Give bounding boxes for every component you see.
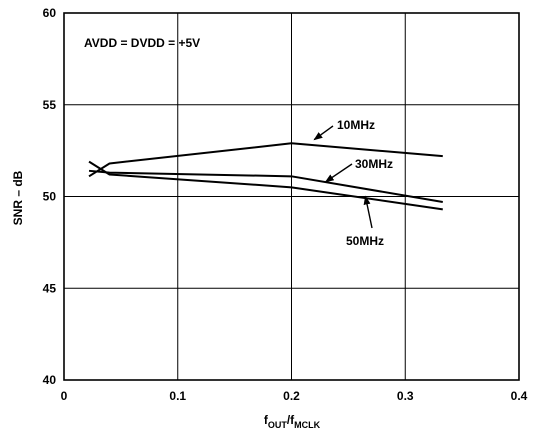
x-axis-label-slash: /f	[287, 413, 295, 427]
y-tick-label: 50	[43, 190, 57, 204]
x-tick-label: 0.1	[169, 389, 186, 403]
x-axis-label-sub2: MCLK	[294, 420, 320, 430]
plot-frame	[63, 12, 520, 381]
series-label-30mhz: 30MHz	[355, 157, 393, 171]
series-label-50mhz: 50MHz	[346, 234, 384, 248]
callout-arrow-50mhz	[363, 195, 373, 229]
series-line-10mhz	[88, 142, 443, 178]
x-axis-label-main: f	[264, 413, 269, 427]
grid	[64, 13, 519, 380]
callout-arrow-30mhz	[324, 163, 353, 183]
x-tick-label: 0.4	[511, 389, 528, 403]
x-tick-label: 0.3	[397, 389, 414, 403]
x-axis-label-sub1: OUT	[268, 420, 288, 430]
y-tick-label: 60	[43, 6, 57, 20]
tick-labels: 0 0.1 0.2 0.3 0.4 40 45 50 55 60	[43, 6, 528, 403]
series-callouts: 10MHz 30MHz 50MHz	[313, 118, 393, 248]
condition-annotation: AVDD = DVDD = +5V	[84, 36, 200, 50]
x-tick-label: 0	[61, 389, 68, 403]
x-axis-label: fOUT/fMCLK	[264, 413, 321, 430]
y-tick-label: 45	[43, 281, 57, 295]
y-axis-label: SNR – dB	[11, 170, 25, 225]
series-label-10mhz: 10MHz	[337, 118, 375, 132]
y-tick-label: 55	[43, 98, 57, 112]
series-line-30mhz	[88, 169, 443, 203]
series-lines	[88, 142, 443, 211]
y-tick-label: 40	[43, 373, 57, 387]
callout-arrow-10mhz	[313, 125, 334, 141]
x-tick-label: 0.2	[283, 389, 300, 403]
